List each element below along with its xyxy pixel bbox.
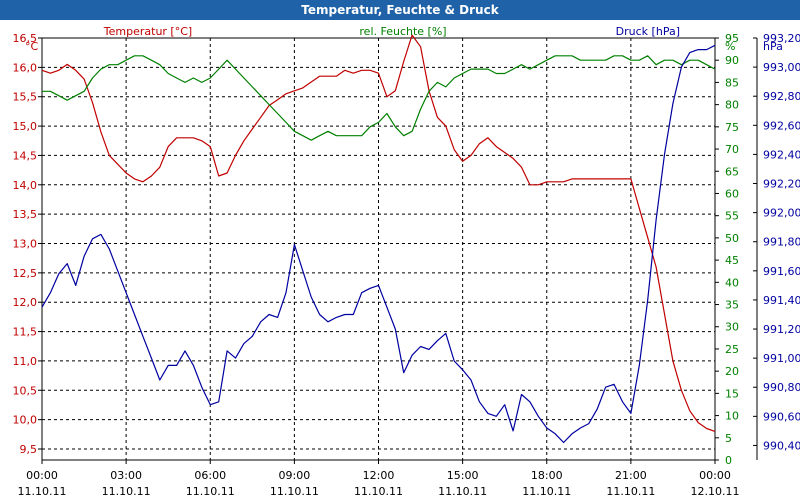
humidity-tick-label: 10 — [725, 410, 739, 423]
time-tick-label: 00:00 — [699, 469, 731, 482]
time-tick-label: 12:00 — [363, 469, 395, 482]
pressure-tick-label: 991,20 — [763, 323, 800, 336]
temperature-tick-label: 11,0 — [13, 355, 38, 368]
pressure-tick-label: 991,60 — [763, 265, 800, 278]
temperature-axis: 9,5 10,0 10,5 11,0 11,5 12,0 12,5 13,0 13,5 14,0 1… — [13, 32, 42, 456]
series-lines — [41, 34, 716, 444]
date-tick-label: 11.10.11 — [270, 485, 319, 498]
humidity-tick-label: 85 — [725, 76, 739, 89]
humidity-tick-label: 60 — [725, 187, 739, 200]
pressure-series-line — [41, 44, 716, 444]
humidity-tick-label: 25 — [725, 343, 739, 356]
pressure-tick-label: 991,80 — [763, 236, 800, 249]
temperature-unit-label: °C — [25, 40, 39, 53]
humidity-tick-label: 5 — [725, 432, 732, 445]
humidity-axis: 0 5 10 15 20 25 30 35 40 45 50 55 60 65 70 75 80 85 90 95% — [715, 32, 739, 467]
chart-title: Temperatur, Feuchte & Druck — [0, 0, 800, 20]
temperature-tick-label: 9,5 — [20, 443, 38, 456]
time-tick-label: 15:00 — [447, 469, 479, 482]
temperature-tick-label: 13,0 — [13, 238, 38, 251]
humidity-tick-label: 0 — [725, 454, 732, 467]
date-tick-label: 11.10.11 — [438, 485, 487, 498]
pressure-tick-label: 991,40 — [763, 294, 800, 307]
pressure-tick-label: 992,60 — [763, 119, 800, 132]
temperature-tick-label: 12,5 — [13, 267, 38, 280]
humidity-tick-label: 20 — [725, 365, 739, 378]
humidity-tick-label: 55 — [725, 210, 739, 223]
humidity-tick-label: 65 — [725, 165, 739, 178]
temperature-tick-label: 12,0 — [13, 296, 38, 309]
legend-pressure: Druck [hPa] — [616, 25, 680, 38]
pressure-tick-label: 992,00 — [763, 207, 800, 220]
humidity-tick-label: 70 — [725, 143, 739, 156]
date-tick-label: 11.10.11 — [102, 485, 151, 498]
time-tick-label: 06:00 — [194, 469, 226, 482]
time-tick-label: 09:00 — [279, 469, 311, 482]
pressure-tick-label: 991,00 — [763, 352, 800, 365]
date-tick-label: 11.10.11 — [522, 485, 571, 498]
grid — [42, 38, 715, 460]
temperature-tick-label: 14,0 — [13, 179, 38, 192]
combined-chart: 9,5 10,0 10,5 11,0 11,5 12,0 12,5 13,0 13,5 14,0 1… — [0, 20, 800, 500]
temperature-tick-label: 16,5 — [13, 32, 38, 45]
pressure-axis: 990,40 990,60 990,80 991,00 991,20 991,40 991,… — [753, 32, 800, 460]
pressure-tick-label: 990,60 — [763, 410, 800, 423]
humidity-tick-label: 45 — [725, 254, 739, 267]
date-tick-label: 11.10.11 — [354, 485, 403, 498]
time-tick-label: 18:00 — [531, 469, 563, 482]
time-tick-label: 00:00 — [26, 469, 58, 482]
pressure-tick-label: 992,20 — [763, 178, 800, 191]
humidity-tick-label: 50 — [725, 232, 739, 245]
pressure-tick-label: 992,80 — [763, 90, 800, 103]
humidity-tick-label: 15 — [725, 387, 739, 400]
humidity-tick-label: 80 — [725, 99, 739, 112]
humidity-tick-label: 35 — [725, 299, 739, 312]
humidity-tick-label: 90 — [725, 54, 739, 67]
pressure-tick-label: 993,00 — [763, 61, 800, 74]
date-tick-label: 11.10.11 — [18, 485, 67, 498]
pressure-tick-label: 993,20 — [763, 32, 800, 45]
temperature-tick-label: 16,0 — [13, 61, 38, 74]
pressure-unit-label: hPa — [763, 40, 783, 53]
temperature-tick-label: 10,0 — [13, 414, 38, 427]
legend: Temperatur [°C] rel. Feuchte [%] Druck [hP… — [103, 25, 680, 38]
time-tick-label: 03:00 — [110, 469, 142, 482]
humidity-tick-label: 30 — [725, 321, 739, 334]
humidity-tick-label: 75 — [725, 121, 739, 134]
temperature-tick-label: 15,5 — [13, 91, 38, 104]
humidity-tick-label: 40 — [725, 276, 739, 289]
humidity-series-line — [42, 55, 716, 141]
legend-humidity: rel. Feuchte [%] — [359, 25, 446, 38]
date-tick-label: 11.10.11 — [186, 485, 235, 498]
pressure-tick-label: 990,40 — [763, 439, 800, 452]
pressure-tick-label: 990,80 — [763, 381, 800, 394]
humidity-unit-label: % — [725, 40, 735, 53]
temperature-series-line — [41, 34, 716, 432]
humidity-tick-label: 95 — [725, 32, 739, 45]
time-tick-label: 21:00 — [615, 469, 647, 482]
legend-temperature: Temperatur [°C] — [103, 25, 192, 38]
temperature-tick-label: 10,5 — [13, 384, 38, 397]
temperature-tick-label: 14,5 — [13, 149, 38, 162]
temperature-tick-label: 15,0 — [13, 120, 38, 133]
pressure-tick-label: 992,40 — [763, 148, 800, 161]
time-axis: 00:00 11.10.11 03:00 11.10.11 06:00 11.10.11 0… — [18, 460, 740, 498]
date-tick-label: 12.10.11 — [691, 485, 740, 498]
temperature-tick-label: 11,5 — [13, 326, 38, 339]
date-tick-label: 11.10.11 — [606, 485, 655, 498]
temperature-tick-label: 13,5 — [13, 208, 38, 221]
